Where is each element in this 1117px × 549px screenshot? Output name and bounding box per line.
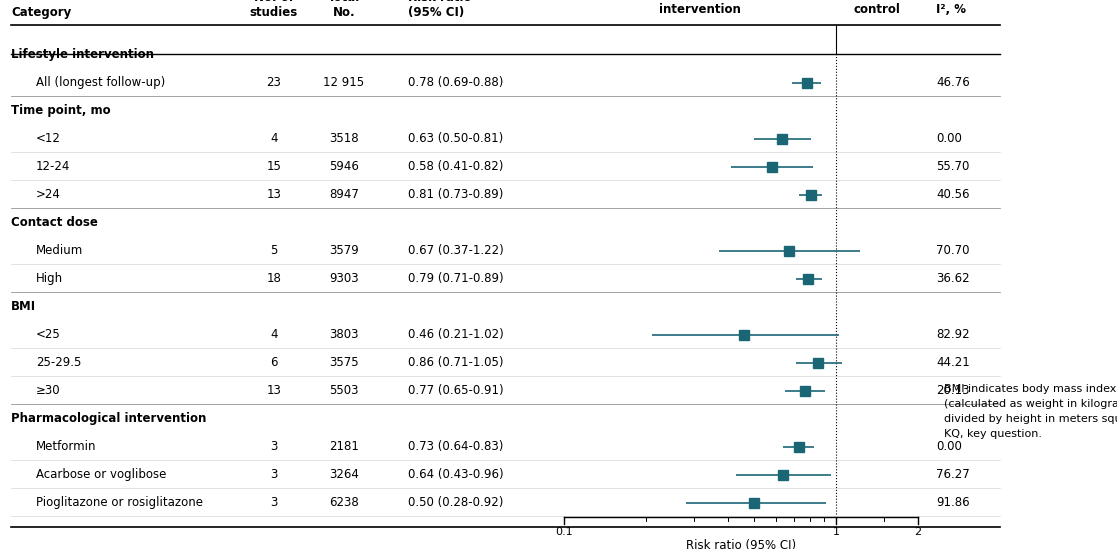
Text: 0.00: 0.00 bbox=[936, 132, 962, 145]
Text: BMI: BMI bbox=[11, 300, 36, 313]
Text: Favors
intervention: Favors intervention bbox=[659, 0, 741, 16]
Text: 0.77 (0.65-0.91): 0.77 (0.65-0.91) bbox=[408, 384, 504, 397]
Text: 6: 6 bbox=[270, 356, 277, 369]
Text: 3264: 3264 bbox=[330, 468, 359, 481]
Text: All (longest follow-up): All (longest follow-up) bbox=[36, 76, 165, 89]
Text: 4: 4 bbox=[270, 328, 277, 341]
Text: 0.73 (0.64-0.83): 0.73 (0.64-0.83) bbox=[408, 440, 503, 453]
Text: 0.00: 0.00 bbox=[936, 440, 962, 453]
Text: 0.50 (0.28-0.92): 0.50 (0.28-0.92) bbox=[408, 496, 503, 509]
Text: 8947: 8947 bbox=[330, 188, 359, 201]
Text: Metformin: Metformin bbox=[36, 440, 96, 453]
Text: 0.64 (0.43-0.96): 0.64 (0.43-0.96) bbox=[408, 468, 504, 481]
Text: 0.86 (0.71-1.05): 0.86 (0.71-1.05) bbox=[408, 356, 503, 369]
Text: Favors
control: Favors control bbox=[853, 0, 900, 16]
Text: 3: 3 bbox=[270, 468, 277, 481]
Text: Category: Category bbox=[11, 6, 71, 19]
Text: Lifestyle intervention: Lifestyle intervention bbox=[11, 48, 154, 61]
Text: 0.1: 0.1 bbox=[555, 527, 573, 537]
Text: <12: <12 bbox=[36, 132, 60, 145]
Text: 5946: 5946 bbox=[330, 160, 359, 173]
Text: 15: 15 bbox=[266, 160, 281, 173]
Text: 91.86: 91.86 bbox=[936, 496, 970, 509]
Text: 3579: 3579 bbox=[330, 244, 359, 257]
Text: 0.46 (0.21-1.02): 0.46 (0.21-1.02) bbox=[408, 328, 504, 341]
Text: 55.70: 55.70 bbox=[936, 160, 970, 173]
Text: Risk ratio
(95% CI): Risk ratio (95% CI) bbox=[408, 0, 471, 19]
Text: 76.27: 76.27 bbox=[936, 468, 970, 481]
Text: 1: 1 bbox=[833, 527, 840, 537]
Text: 13: 13 bbox=[266, 384, 281, 397]
Text: Risk ratio (95% CI): Risk ratio (95% CI) bbox=[686, 539, 796, 549]
Text: No. of
studies: No. of studies bbox=[249, 0, 298, 19]
Text: 6238: 6238 bbox=[330, 496, 359, 509]
Text: 3: 3 bbox=[270, 496, 277, 509]
Text: 5: 5 bbox=[270, 244, 277, 257]
Text: 3575: 3575 bbox=[330, 356, 359, 369]
Text: <25: <25 bbox=[36, 328, 60, 341]
Text: 3: 3 bbox=[270, 440, 277, 453]
Text: 3518: 3518 bbox=[330, 132, 359, 145]
Text: 9303: 9303 bbox=[330, 272, 359, 285]
Text: 40.56: 40.56 bbox=[936, 188, 970, 201]
Text: 4: 4 bbox=[270, 132, 277, 145]
Text: ≥30: ≥30 bbox=[36, 384, 60, 397]
Text: 5503: 5503 bbox=[330, 384, 359, 397]
Text: 36.62: 36.62 bbox=[936, 272, 970, 285]
Text: Pharmacological intervention: Pharmacological intervention bbox=[11, 412, 207, 425]
Text: 2181: 2181 bbox=[330, 440, 359, 453]
Text: I², %: I², % bbox=[936, 3, 966, 16]
Text: 18: 18 bbox=[266, 272, 281, 285]
Text: 82.92: 82.92 bbox=[936, 328, 970, 341]
Text: 46.76: 46.76 bbox=[936, 76, 970, 89]
Text: 0.58 (0.41-0.82): 0.58 (0.41-0.82) bbox=[408, 160, 503, 173]
Text: 0.78 (0.69-0.88): 0.78 (0.69-0.88) bbox=[408, 76, 503, 89]
Text: 44.21: 44.21 bbox=[936, 356, 970, 369]
Text: Medium: Medium bbox=[36, 244, 83, 257]
Text: 70.70: 70.70 bbox=[936, 244, 970, 257]
Text: 23: 23 bbox=[266, 76, 281, 89]
Text: 20.13: 20.13 bbox=[936, 384, 970, 397]
Text: Time point, mo: Time point, mo bbox=[11, 104, 111, 117]
Text: 13: 13 bbox=[266, 188, 281, 201]
Text: 2: 2 bbox=[915, 527, 922, 537]
Text: BMI indicates body mass index
(calculated as weight in kilograms
divided by heig: BMI indicates body mass index (calculate… bbox=[944, 384, 1117, 439]
Text: 0.81 (0.73-0.89): 0.81 (0.73-0.89) bbox=[408, 188, 503, 201]
Text: Acarbose or voglibose: Acarbose or voglibose bbox=[36, 468, 166, 481]
Text: 0.67 (0.37-1.22): 0.67 (0.37-1.22) bbox=[408, 244, 504, 257]
Text: 25-29.5: 25-29.5 bbox=[36, 356, 82, 369]
Text: 0.79 (0.71-0.89): 0.79 (0.71-0.89) bbox=[408, 272, 504, 285]
Text: 12 915: 12 915 bbox=[324, 76, 364, 89]
Text: High: High bbox=[36, 272, 63, 285]
Text: >24: >24 bbox=[36, 188, 60, 201]
Text: 0.63 (0.50-0.81): 0.63 (0.50-0.81) bbox=[408, 132, 503, 145]
Text: Total
No.: Total No. bbox=[328, 0, 360, 19]
Text: 12-24: 12-24 bbox=[36, 160, 70, 173]
Text: Contact dose: Contact dose bbox=[11, 216, 98, 229]
Text: 3803: 3803 bbox=[330, 328, 359, 341]
Text: Pioglitazone or rosiglitazone: Pioglitazone or rosiglitazone bbox=[36, 496, 203, 509]
